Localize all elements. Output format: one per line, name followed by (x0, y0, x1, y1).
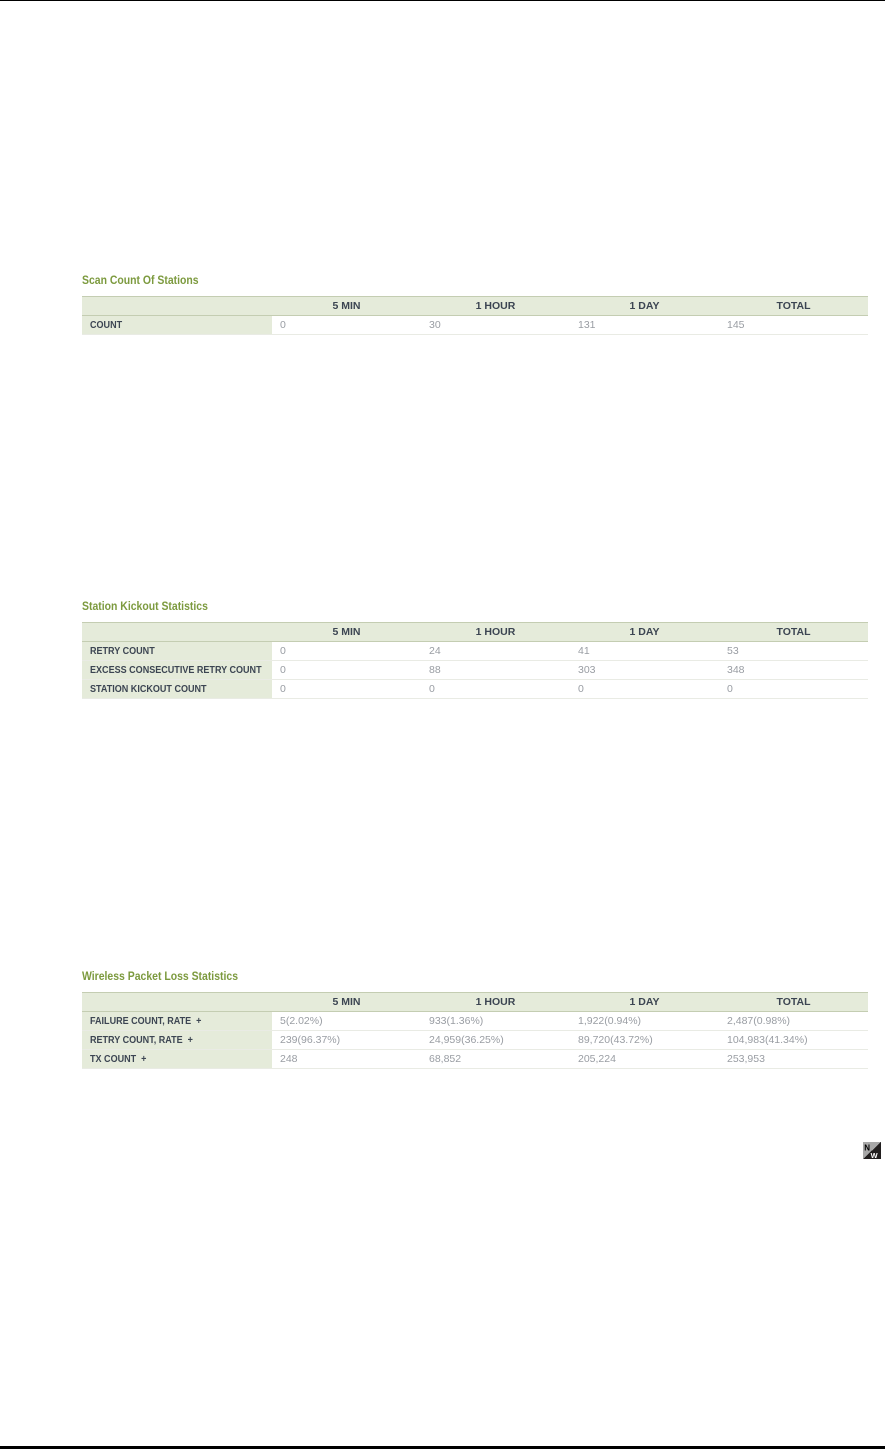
svg-text:N: N (864, 1144, 870, 1153)
svg-text:W: W (871, 1151, 878, 1159)
